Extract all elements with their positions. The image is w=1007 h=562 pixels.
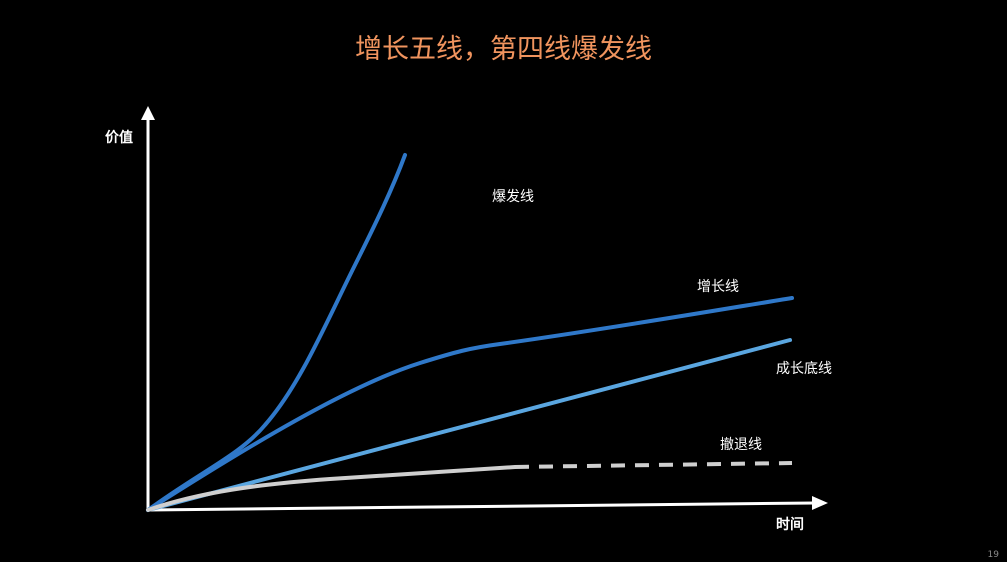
page-number: 19 [987,550,999,560]
growth-baseline-label: 成长底线 [776,361,832,377]
explosion-line [146,153,407,512]
growth-line-label: 增长线 [697,279,739,295]
x-axis [147,501,816,512]
retreat-line-solid [146,465,517,512]
y-axis-arrow [141,106,155,120]
growth-baseline [146,338,792,512]
x-axis-arrow [812,496,828,510]
explosion-line-label: 爆发线 [492,189,534,205]
y-axis-label: 价值 [105,130,133,146]
retreat-line-label: 撤退线 [720,437,762,453]
growth-line [146,296,794,512]
retreat-line-dashed [514,461,793,469]
slide-title: 增长五线，第四线爆发线 [355,34,652,65]
x-axis-label: 时间 [776,517,804,533]
